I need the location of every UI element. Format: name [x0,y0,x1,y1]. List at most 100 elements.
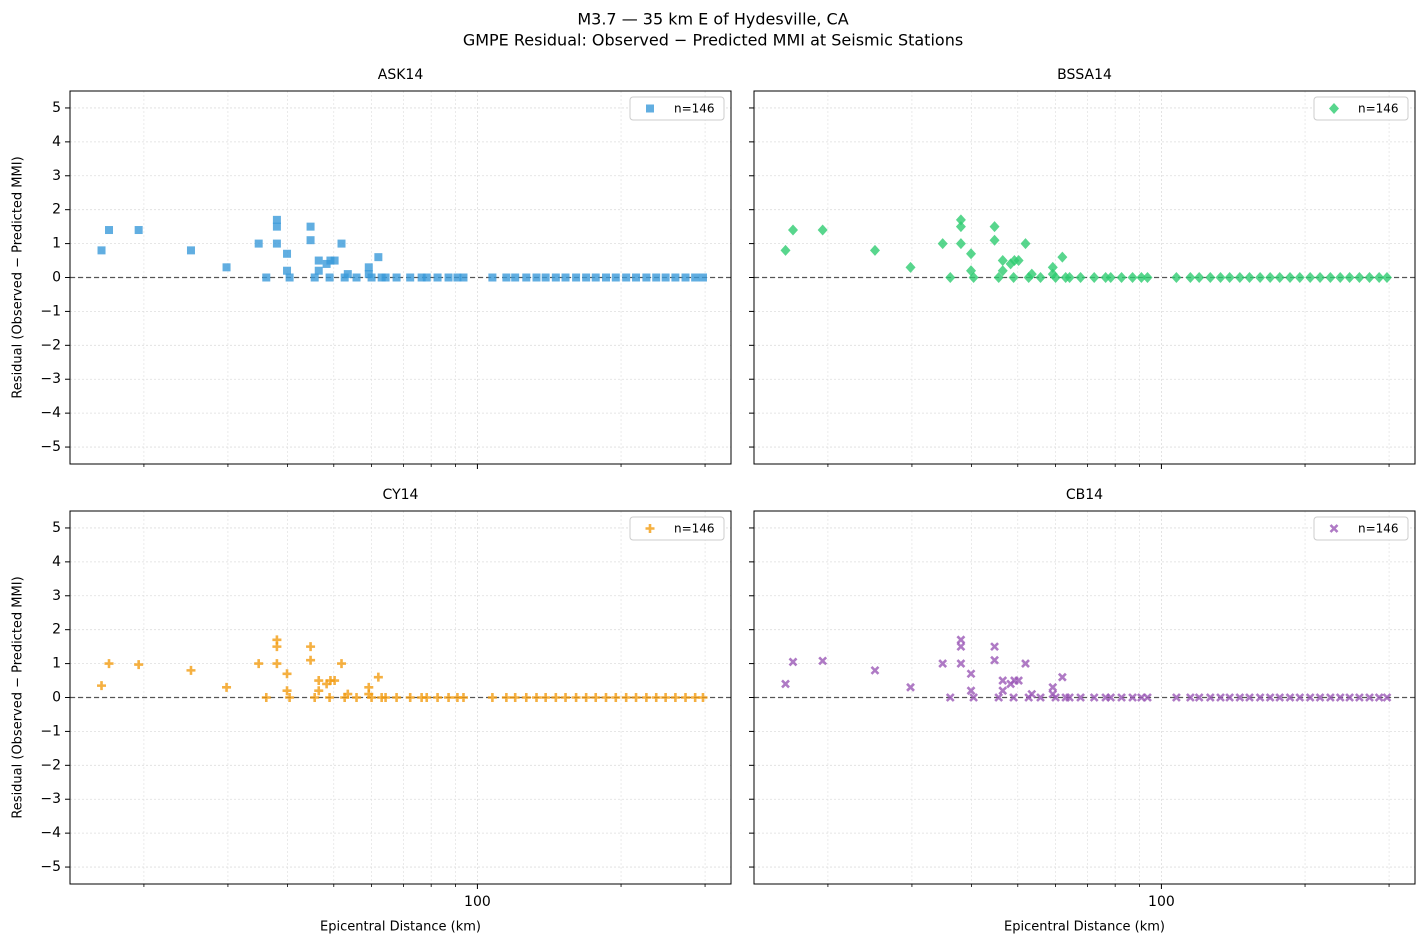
marker [1265,272,1276,283]
marker [1365,693,1374,702]
marker [611,693,621,702]
marker [1116,272,1127,283]
marker [1295,693,1305,702]
marker [788,657,798,667]
y-tick-label: −5 [40,859,61,875]
legend-box [629,96,725,121]
marker [373,672,383,682]
marker [1065,693,1074,702]
marker [510,693,520,702]
marker [501,693,511,702]
marker [1057,672,1067,682]
marker [938,659,948,669]
x-axis-label: Epicentral Distance (km) [320,920,481,935]
marker [997,255,1008,267]
marker [968,272,979,283]
marker [906,682,915,692]
marker [905,261,916,273]
marker [422,273,431,282]
marker [1354,272,1365,283]
marker [330,676,340,686]
marker [1008,272,1019,283]
marker [97,246,106,255]
marker [1234,272,1245,283]
marker [1315,272,1326,283]
marker [352,693,362,702]
marker [1171,272,1182,283]
marker [314,266,323,275]
marker [444,273,453,282]
marker [1225,693,1235,702]
marker [966,669,976,679]
marker [582,273,591,282]
marker [956,659,966,669]
marker [326,256,335,265]
marker [1105,272,1116,283]
marker [1035,272,1046,283]
marker [186,246,195,255]
marker [285,273,294,282]
marker [1014,676,1024,685]
marker [1205,272,1216,283]
marker [1089,693,1099,702]
marker [1051,693,1060,702]
marker [698,273,707,282]
marker [374,253,383,262]
marker [1215,272,1226,283]
marker [1224,272,1235,283]
y-tick-label: 4 [52,134,61,150]
marker [285,693,295,702]
marker [1274,272,1285,283]
marker [337,239,346,248]
marker [681,693,691,702]
marker [222,263,231,272]
marker [780,244,791,256]
marker [642,273,651,282]
marker [561,693,571,702]
marker [261,693,271,702]
marker [488,273,497,282]
marker [945,693,955,702]
marker [459,273,468,282]
marker [956,642,966,652]
figure-title: M3.7 — 35 km E of Hydesville, CA [577,10,848,29]
marker [1128,693,1137,702]
marker [671,273,680,282]
marker [698,693,708,702]
marker [1325,272,1336,283]
marker [458,693,468,702]
marker [1205,693,1215,702]
marker [1305,272,1316,283]
marker [502,273,511,282]
marker [591,273,600,282]
y-tick-label: 3 [52,168,61,184]
figure-subtitle: GMPE Residual: Observed − Predicted MMI … [463,31,963,50]
y-tick-label: −4 [40,825,61,841]
marker [681,273,690,282]
marker [282,669,292,679]
marker [1305,693,1315,702]
legend-marker [645,524,655,533]
y-tick-label: 0 [52,690,61,706]
marker [406,273,415,282]
marker [602,273,611,282]
legend-box [1313,96,1409,121]
marker [310,273,319,282]
marker [422,693,432,702]
marker [381,693,391,702]
marker [1381,272,1392,283]
marker [1354,693,1364,702]
legend-label: n=146 [1358,522,1399,536]
y-tick-label: −5 [40,439,61,455]
marker [222,682,232,692]
marker [433,693,443,702]
marker [97,681,107,691]
marker [955,238,966,250]
y-tick-label: 1 [52,236,61,252]
marker [561,273,570,282]
marker [105,226,114,235]
marker [1194,693,1204,702]
x-tick-label: 100 [464,894,491,910]
marker [262,273,271,282]
